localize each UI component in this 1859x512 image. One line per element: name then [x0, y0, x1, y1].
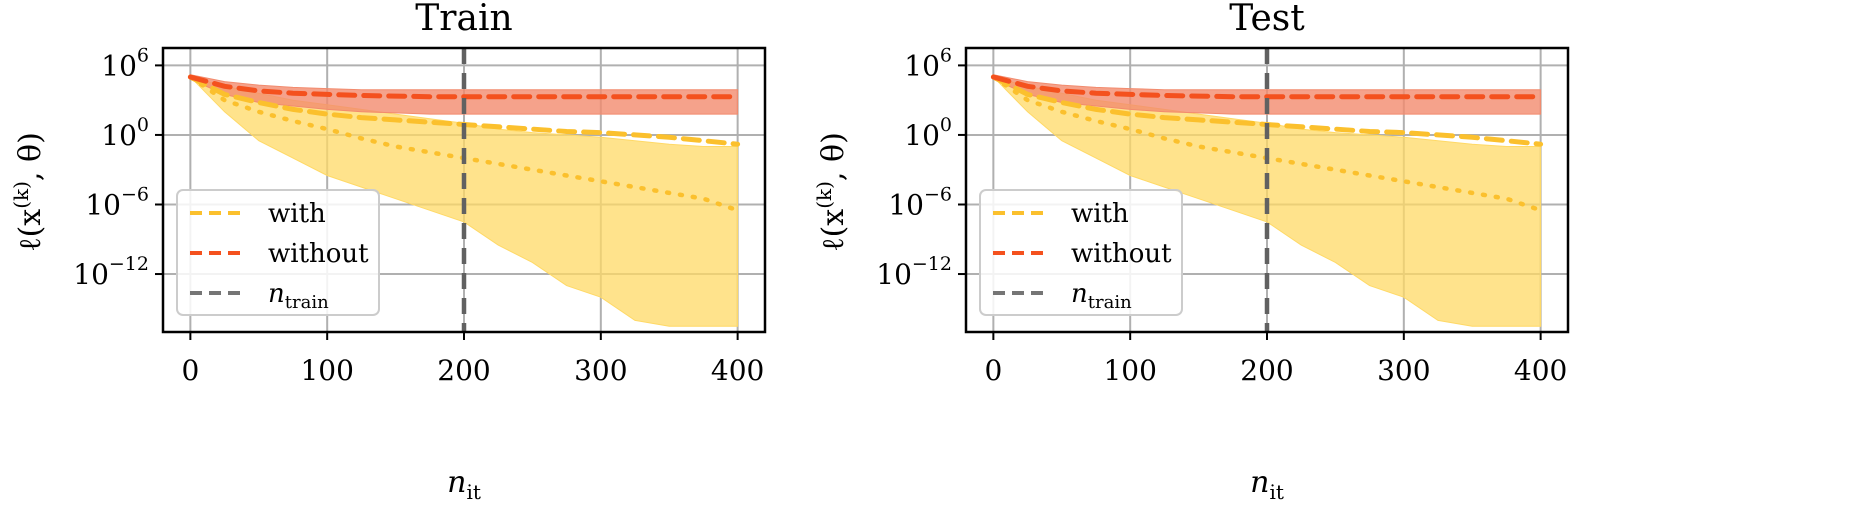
y-tick-label: 10−6	[85, 183, 149, 221]
svg-text:ℓ(x(k), θ): ℓ(x(k), θ)	[9, 132, 48, 252]
y-tick-label: 100	[101, 114, 149, 152]
chart-title: Test	[1229, 0, 1305, 39]
x-tick-label: 200	[1240, 354, 1293, 387]
legend: with without ntrain	[979, 189, 1183, 316]
y-tick-label: 10−6	[888, 183, 952, 221]
svg-text:nit: nit	[1250, 465, 1284, 504]
x-tick-label: 100	[300, 354, 353, 387]
panel-train: Train 0 100 200 300 400 106 100 10−6 10−12 ℓ(x(k…	[9, 0, 767, 504]
y-tick-label: 10−12	[876, 253, 952, 291]
series-line-without-mean	[187, 74, 741, 100]
y-axis-label: ℓ(x(k), θ)	[812, 132, 851, 252]
legend: with without ntrain	[176, 189, 380, 316]
y-tick-label: 106	[904, 44, 952, 82]
y-axis-label: ℓ(x(k), θ)	[9, 132, 48, 252]
legend-with-label: with	[1071, 199, 1129, 229]
y-tick-label: 106	[101, 44, 149, 82]
x-tick-label: 0	[984, 354, 1002, 387]
x-tick-label: 0	[181, 354, 199, 387]
x-axis-label: nit	[1250, 465, 1284, 504]
legend-ntrain-label: ntrain	[1071, 279, 1132, 313]
x-tick-label: 300	[1377, 354, 1430, 387]
x-tick-label: 400	[711, 354, 764, 387]
chart-title: Train	[415, 0, 512, 39]
x-axis-label: nit	[447, 465, 481, 504]
svg-text:nit: nit	[447, 465, 481, 504]
plot-area: 0 100 200 300 400 106 100 10−6 10−12	[876, 44, 1570, 387]
legend-with-label: with	[268, 199, 326, 229]
y-tick-label: 100	[904, 114, 952, 152]
legend-ntrain-label: ntrain	[268, 279, 329, 313]
x-tick-label: 200	[437, 354, 490, 387]
x-tick-label: 400	[1514, 354, 1567, 387]
legend-without-label: without	[1071, 239, 1172, 269]
panel-test: Test 0 100 200 300 400 106 100 10−6 10−12 ℓ(x(k)…	[812, 0, 1570, 504]
plot-area: 0 100 200 300 400 106 100 10−6 10−12	[73, 44, 767, 387]
series-line-without-mean	[990, 74, 1544, 100]
legend-without-label: without	[268, 239, 369, 269]
x-tick-label: 300	[574, 354, 627, 387]
svg-text:ℓ(x(k), θ): ℓ(x(k), θ)	[812, 132, 851, 252]
y-tick-label: 10−12	[73, 253, 149, 291]
x-tick-label: 100	[1103, 354, 1156, 387]
